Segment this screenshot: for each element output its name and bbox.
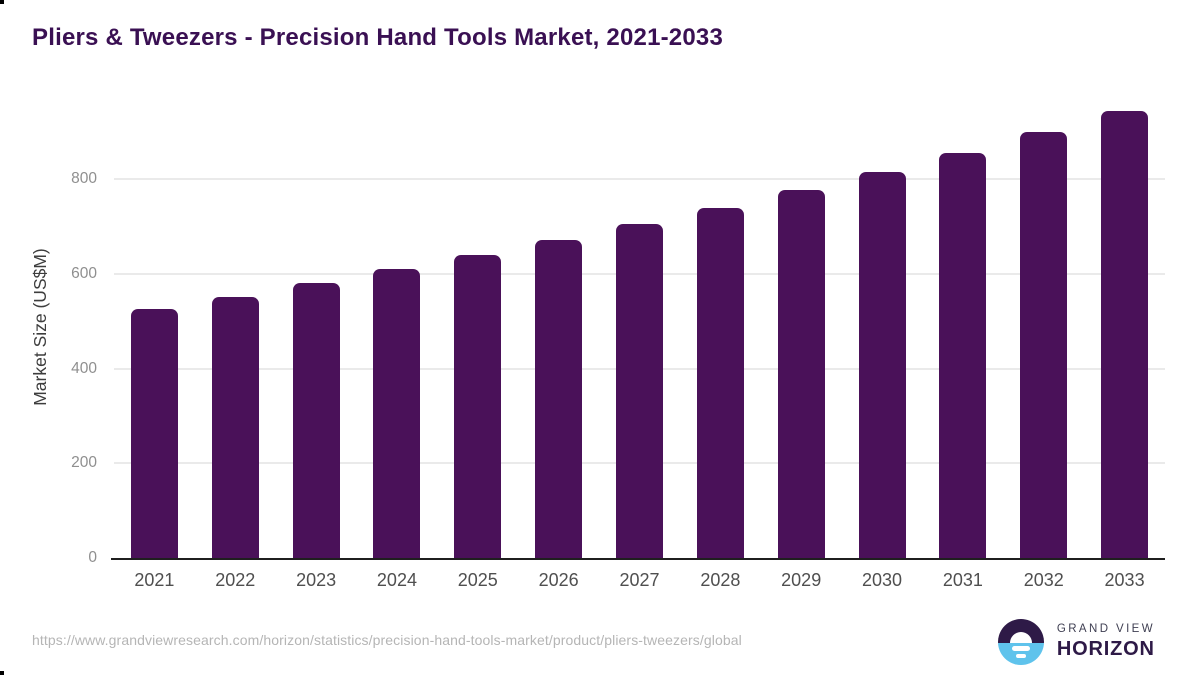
x-tick-label-2028: 2028 [700, 570, 741, 590]
bar-2024 [373, 269, 421, 558]
logo-horizon-text: HORIZON [1056, 638, 1155, 660]
bar-2032 [1020, 131, 1068, 558]
logo-grand-view-text: GRAND VIEW [1056, 623, 1155, 635]
logo-sky-half [997, 619, 1044, 643]
source-url: https://www.grandviewresearch.com/horizo… [32, 632, 742, 648]
logo-text: GRAND VIEW HORIZON [1057, 623, 1155, 661]
bar-2033 [1101, 110, 1149, 558]
bar-2029 [777, 189, 825, 558]
bar-2022 [211, 296, 259, 558]
bar-2023 [292, 282, 340, 558]
bar-2021 [130, 308, 178, 558]
chart-title: Pliers & Tweezers - Precision Hand Tools… [32, 24, 723, 51]
x-tick-label-2029: 2029 [781, 570, 822, 590]
logo-sun-shape [1009, 632, 1032, 643]
bar-2026 [535, 239, 583, 558]
y-tick-label-400: 400 [71, 359, 97, 377]
bar-2031 [939, 152, 987, 558]
corner-artifact-top-left [0, 0, 4, 4]
y-axis-title: Market Size (US$M) [30, 248, 50, 406]
logo-wave-shape [1015, 654, 1026, 658]
logo-wave-shape [1011, 646, 1030, 651]
x-tick-label-2021: 2021 [134, 570, 175, 590]
bar-2030 [858, 171, 906, 558]
bar-2027 [616, 224, 663, 558]
plot-area: 0 200 400 600 800 2021 2022 2023 2024 2025 2026 202… [71, 95, 1165, 590]
x-tick-label-2033: 2033 [1104, 570, 1145, 590]
x-tick-label-2026: 2026 [538, 570, 579, 590]
x-tick-label-2030: 2030 [862, 570, 903, 590]
grand-view-horizon-logo: GRAND VIEW HORIZON [997, 619, 1155, 665]
y-tick-label-800: 800 [71, 170, 97, 188]
horizon-logo-icon [997, 619, 1044, 665]
x-tick-label-2032: 2032 [1023, 570, 1064, 590]
x-axis-line [111, 558, 1165, 560]
x-tick-label-2023: 2023 [296, 570, 337, 590]
x-tick-label-2027: 2027 [619, 570, 660, 590]
x-tick-label-2022: 2022 [215, 570, 256, 590]
gridline-800 [114, 178, 1165, 181]
y-tick-label-0: 0 [88, 549, 97, 566]
y-tick-label-600: 600 [71, 264, 97, 282]
corner-artifact-bottom-left [0, 671, 4, 675]
bar-2025 [454, 254, 502, 558]
x-tick-label-2024: 2024 [376, 570, 417, 590]
x-tick-label-2025: 2025 [457, 570, 498, 590]
y-tick-label-200: 200 [71, 454, 97, 472]
bar-2028 [696, 208, 744, 558]
logo-sea-half [997, 642, 1044, 665]
x-tick-label-2031: 2031 [942, 570, 983, 590]
